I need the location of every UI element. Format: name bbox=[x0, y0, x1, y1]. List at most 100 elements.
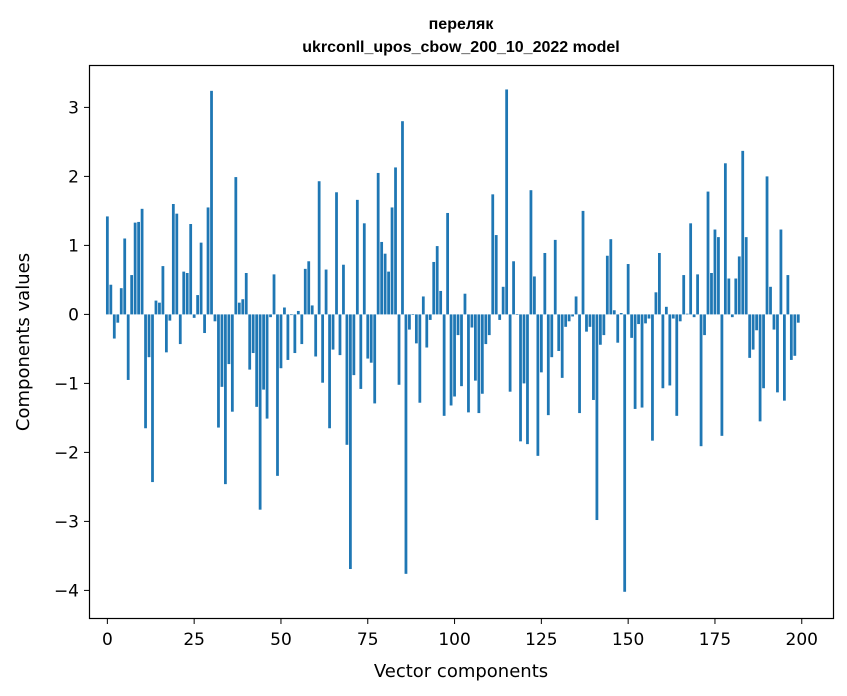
bar-60 bbox=[314, 314, 318, 357]
bar-114 bbox=[501, 286, 505, 315]
x-tick-label: 25 bbox=[183, 630, 205, 650]
x-tick-label: 0 bbox=[102, 630, 113, 650]
x-axis-ticks: 0 25 50 75 100 125 150 175 200 bbox=[102, 618, 818, 650]
bar-136 bbox=[578, 314, 581, 414]
bar-9 bbox=[137, 221, 140, 315]
bar-100 bbox=[453, 314, 456, 397]
bar-93 bbox=[428, 314, 432, 320]
bar-101 bbox=[456, 314, 460, 336]
bar-166 bbox=[682, 275, 686, 315]
bar-190 bbox=[765, 176, 769, 315]
bar-97 bbox=[442, 314, 446, 416]
bar-152 bbox=[633, 314, 637, 409]
bar-89 bbox=[414, 314, 418, 344]
bar-142 bbox=[598, 314, 602, 345]
bar-143 bbox=[602, 314, 606, 336]
bar-167 bbox=[685, 313, 689, 315]
bar-129 bbox=[553, 239, 557, 315]
bar-186 bbox=[751, 314, 755, 350]
bar-11 bbox=[144, 314, 147, 429]
bar-46 bbox=[265, 314, 269, 419]
bar-81 bbox=[387, 271, 390, 315]
bar-16 bbox=[161, 266, 165, 315]
bar-86 bbox=[404, 314, 408, 574]
bar-42 bbox=[251, 314, 255, 354]
chart-title-line1: переляк bbox=[429, 16, 495, 33]
bar-51 bbox=[283, 307, 286, 315]
bar-24 bbox=[189, 224, 193, 315]
bar-116 bbox=[508, 314, 512, 392]
bar-1 bbox=[109, 284, 113, 315]
bar-120 bbox=[522, 314, 526, 384]
bar-177 bbox=[720, 314, 724, 436]
bar-191 bbox=[769, 286, 772, 315]
bar-112 bbox=[494, 235, 498, 315]
bar-22 bbox=[182, 271, 186, 315]
bar-23 bbox=[185, 273, 189, 315]
bar-58 bbox=[307, 261, 311, 315]
bar-94 bbox=[432, 261, 436, 315]
bar-98 bbox=[446, 212, 449, 315]
bar-54 bbox=[293, 314, 297, 354]
bar-66 bbox=[335, 192, 338, 315]
bar-174 bbox=[710, 273, 713, 315]
y-axis-ticks: 3 2 1 0 −1 −2 −3 −4 bbox=[54, 98, 90, 601]
bar-153 bbox=[637, 314, 640, 325]
bar-0 bbox=[105, 216, 109, 315]
x-tick-label: 100 bbox=[438, 630, 470, 650]
bar-48 bbox=[272, 274, 276, 315]
x-tick-label: 150 bbox=[612, 630, 644, 650]
bar-55 bbox=[296, 310, 300, 315]
bar-176 bbox=[717, 237, 720, 315]
bar-82 bbox=[390, 207, 394, 315]
bar-138 bbox=[585, 314, 588, 332]
bar-78 bbox=[376, 172, 380, 315]
bar-3 bbox=[116, 314, 120, 323]
bar-124 bbox=[536, 314, 540, 456]
bar-196 bbox=[786, 275, 790, 315]
bar-56 bbox=[300, 314, 304, 345]
bar-87 bbox=[408, 314, 411, 330]
bar-184 bbox=[744, 237, 748, 315]
bar-151 bbox=[630, 314, 634, 338]
bar-12 bbox=[147, 314, 151, 358]
x-tick-label: 50 bbox=[270, 630, 292, 650]
bar-147 bbox=[616, 314, 620, 343]
bar-68 bbox=[342, 264, 345, 315]
bar-169 bbox=[692, 314, 696, 318]
bar-79 bbox=[380, 241, 384, 315]
bar-26 bbox=[196, 295, 200, 315]
bar-52 bbox=[286, 314, 290, 360]
bar-5 bbox=[123, 238, 127, 315]
bar-192 bbox=[772, 314, 776, 330]
bar-189 bbox=[762, 314, 765, 389]
bar-67 bbox=[338, 314, 342, 356]
bar-110 bbox=[487, 314, 491, 336]
bar-76 bbox=[369, 314, 373, 363]
bar-7 bbox=[130, 275, 134, 315]
bar-104 bbox=[467, 314, 470, 413]
bar-31 bbox=[213, 314, 217, 322]
bar-106 bbox=[474, 314, 477, 381]
bar-36 bbox=[230, 314, 234, 412]
x-tick-label: 175 bbox=[699, 630, 731, 650]
bar-83 bbox=[394, 167, 397, 315]
bar-137 bbox=[581, 210, 585, 315]
bar-178 bbox=[723, 163, 727, 315]
bar-40 bbox=[244, 273, 248, 315]
bar-172 bbox=[703, 314, 706, 336]
bar-180 bbox=[730, 314, 734, 318]
bar-127 bbox=[546, 314, 550, 416]
bar-25 bbox=[192, 314, 196, 318]
bar-71 bbox=[352, 314, 356, 376]
bar-145 bbox=[609, 239, 613, 315]
bar-21 bbox=[178, 314, 182, 345]
x-tick-label: 75 bbox=[357, 630, 379, 650]
bar-90 bbox=[418, 314, 422, 403]
bar-49 bbox=[276, 314, 279, 476]
bar-2 bbox=[112, 314, 116, 339]
bar-61 bbox=[317, 181, 321, 315]
bar-161 bbox=[664, 306, 668, 315]
bar-64 bbox=[328, 314, 331, 429]
bar-140 bbox=[592, 314, 595, 400]
